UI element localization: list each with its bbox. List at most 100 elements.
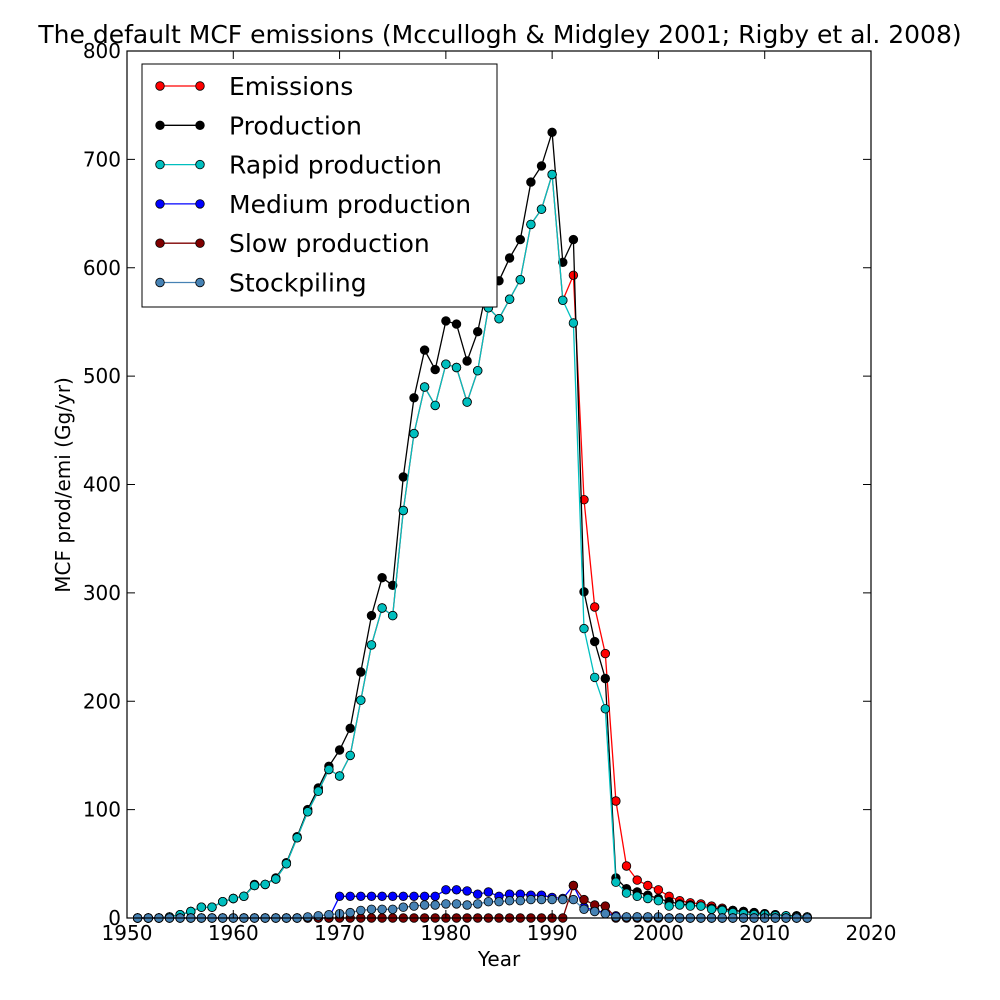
data-point [473, 327, 483, 337]
data-point [462, 356, 472, 366]
data-point [696, 901, 706, 911]
data-point [260, 879, 270, 890]
data-point [228, 893, 239, 904]
data-point [313, 911, 324, 921]
data-point [356, 891, 366, 902]
axis-ticks: 1950 1960 1970 1980 1990 2000 2010 2020 0 100 200 3… [83, 39, 897, 945]
legend-marker [155, 159, 165, 170]
data-point [345, 750, 355, 761]
legend-marker [195, 81, 205, 91]
data-point [600, 704, 611, 714]
legend-frame [141, 63, 498, 308]
data-point [345, 723, 355, 734]
legend-item-slow-production: Slow production [155, 229, 430, 258]
y-tick-label: 500 [83, 364, 121, 388]
data-point [377, 603, 387, 613]
data-point [366, 891, 377, 902]
data-point [579, 904, 589, 915]
data-point [419, 900, 430, 910]
y-axis-label: MCF prod/emi (Gg/yr) [51, 377, 75, 593]
data-point [196, 902, 207, 912]
data-point [547, 127, 557, 138]
legend-label: Slow production [229, 229, 430, 258]
y-tick-label: 400 [83, 473, 121, 497]
data-point [356, 667, 366, 677]
data-point [451, 899, 462, 909]
data-point [526, 177, 536, 187]
data-point [345, 907, 355, 918]
data-point [590, 636, 600, 647]
data-point [547, 169, 557, 180]
data-point [430, 364, 440, 375]
plot-area [132, 127, 812, 923]
data-point [377, 891, 387, 902]
legend-marker [155, 120, 165, 131]
data-point [611, 912, 621, 922]
x-axis-label: Year [477, 947, 521, 971]
x-tick-label: 1950 [102, 921, 153, 945]
data-point [504, 294, 515, 304]
data-point [611, 877, 621, 887]
data-point [313, 786, 324, 796]
y-tick-label: 600 [83, 256, 121, 280]
data-point [590, 672, 600, 683]
data-point [526, 219, 536, 230]
data-point [334, 891, 345, 902]
data-point [324, 764, 334, 775]
data-point [558, 295, 568, 306]
data-point [462, 886, 472, 896]
data-point [653, 885, 664, 895]
data-point [568, 318, 579, 328]
data-point [441, 316, 451, 326]
data-point [249, 880, 260, 891]
data-point [494, 897, 504, 907]
legend-marker [155, 238, 165, 248]
data-point [377, 573, 387, 583]
data-point [621, 912, 632, 922]
legend-label: Stockpiling [229, 269, 367, 298]
data-point [632, 875, 642, 885]
data-point [558, 894, 568, 905]
data-point [536, 161, 547, 171]
data-point [494, 314, 504, 324]
data-point [579, 623, 589, 634]
data-point [398, 505, 409, 516]
data-point [356, 695, 366, 705]
legend-label: Emissions [229, 72, 353, 101]
legend-item-production: Production [155, 111, 362, 140]
data-point [409, 901, 419, 911]
data-point [558, 257, 568, 268]
x-tick-label: 1960 [208, 921, 259, 945]
x-tick-label: 2000 [633, 921, 684, 945]
y-tick-label: 200 [83, 689, 121, 713]
legend-marker [155, 277, 165, 288]
legend-label: Medium production [229, 190, 471, 219]
data-point [590, 602, 600, 612]
data-point [366, 904, 377, 915]
data-point [621, 861, 632, 871]
data-point [547, 894, 557, 905]
data-point [579, 587, 589, 597]
y-tick-label: 800 [83, 39, 121, 63]
legend-label: Production [229, 111, 362, 140]
data-point [462, 397, 472, 407]
legend-item-emissions: Emissions [155, 72, 353, 101]
data-point [430, 900, 440, 910]
data-point [334, 745, 345, 755]
data-point [568, 234, 579, 245]
data-point [239, 891, 249, 902]
data-point [271, 874, 281, 884]
data-point [419, 891, 430, 902]
legend-marker [195, 238, 205, 248]
data-point [706, 904, 717, 915]
data-point [643, 880, 653, 891]
data-point [281, 859, 292, 869]
legend-label: Rapid production [229, 151, 442, 180]
data-point [536, 894, 547, 905]
legend-marker [195, 199, 205, 209]
x-tick-label: 1990 [527, 921, 578, 945]
x-tick-label: 1970 [314, 921, 365, 945]
data-point [451, 885, 462, 895]
data-point [675, 900, 685, 910]
data-point [536, 204, 547, 214]
